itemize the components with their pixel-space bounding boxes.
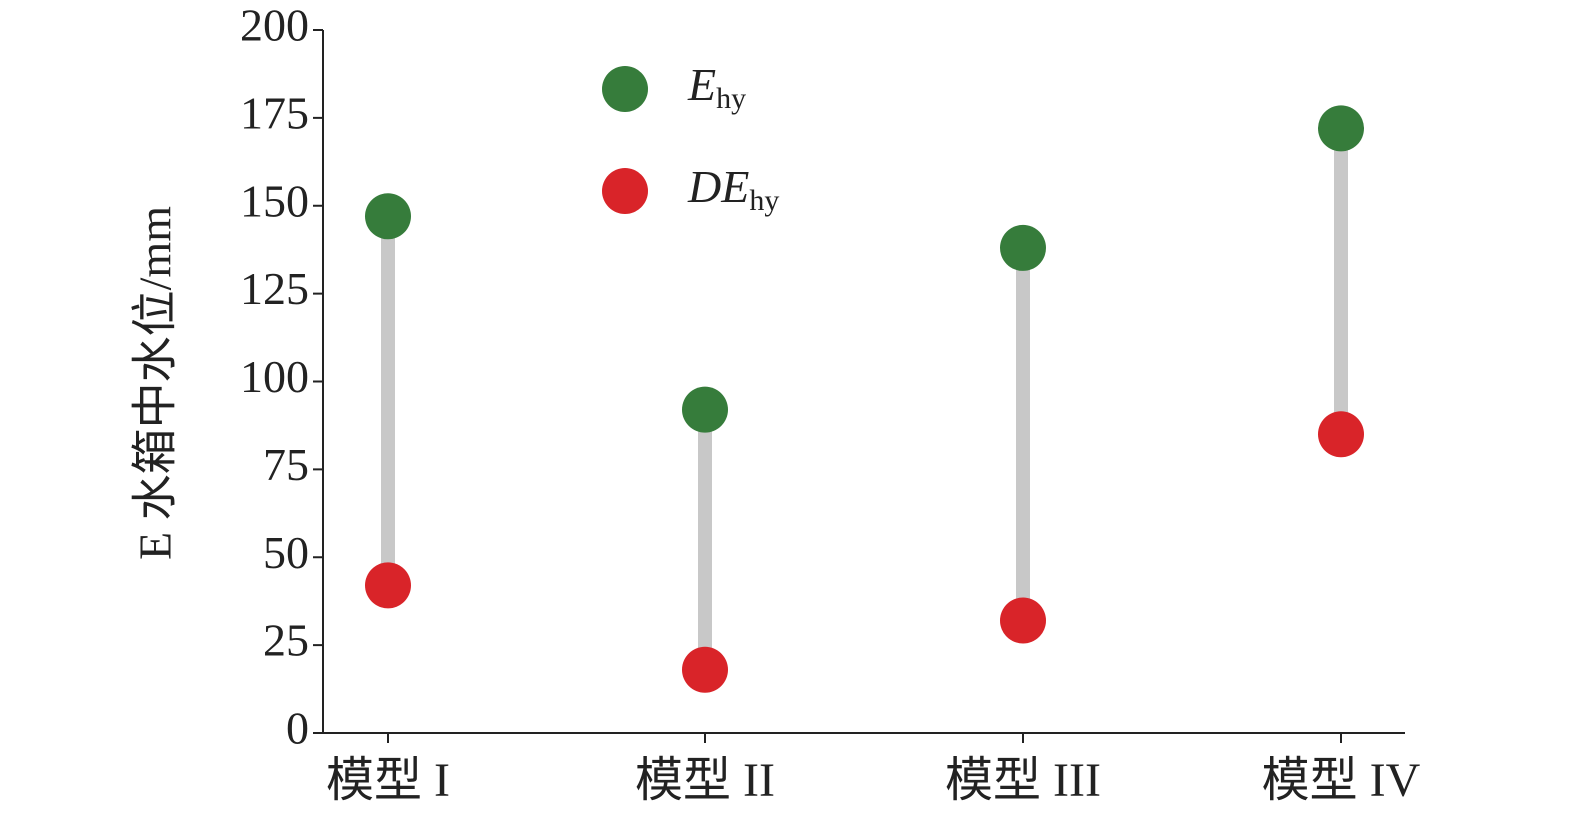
y-tick-label: 175 bbox=[240, 87, 309, 138]
y-tick-label: 150 bbox=[240, 175, 309, 226]
legend-name: DE bbox=[687, 161, 749, 212]
legend-marker bbox=[602, 168, 648, 214]
x-tick-label: 模型 IV bbox=[1262, 754, 1421, 807]
dot bbox=[365, 193, 411, 240]
y-tick-label: 50 bbox=[263, 527, 309, 578]
legend-label: DEhy bbox=[687, 161, 779, 217]
x-tick-label: 模型 I bbox=[326, 754, 450, 807]
dot bbox=[1000, 597, 1046, 644]
y-tick-label: 0 bbox=[286, 703, 309, 754]
legend-subscript: hy bbox=[716, 82, 746, 115]
y-tick-label: 25 bbox=[263, 615, 309, 666]
legend-marker bbox=[602, 66, 648, 112]
dot bbox=[365, 562, 411, 609]
legend-subscript: hy bbox=[749, 184, 779, 217]
dot bbox=[682, 386, 728, 433]
dot bbox=[1318, 411, 1364, 458]
y-tick-label: 75 bbox=[263, 439, 309, 490]
dot bbox=[1318, 105, 1364, 152]
y-tick-label: 125 bbox=[240, 263, 309, 314]
y-tick-label: 200 bbox=[240, 0, 309, 51]
dot bbox=[682, 646, 728, 693]
legend-name: E bbox=[687, 59, 716, 110]
x-tick-label: 模型 II bbox=[635, 754, 775, 807]
legend-label: Ehy bbox=[687, 59, 746, 115]
dot bbox=[1000, 224, 1046, 271]
x-tick-label: 模型 III bbox=[945, 754, 1101, 807]
y-axis-label: E 水箱中水位/mm bbox=[130, 206, 181, 560]
y-tick-label: 100 bbox=[240, 351, 309, 402]
